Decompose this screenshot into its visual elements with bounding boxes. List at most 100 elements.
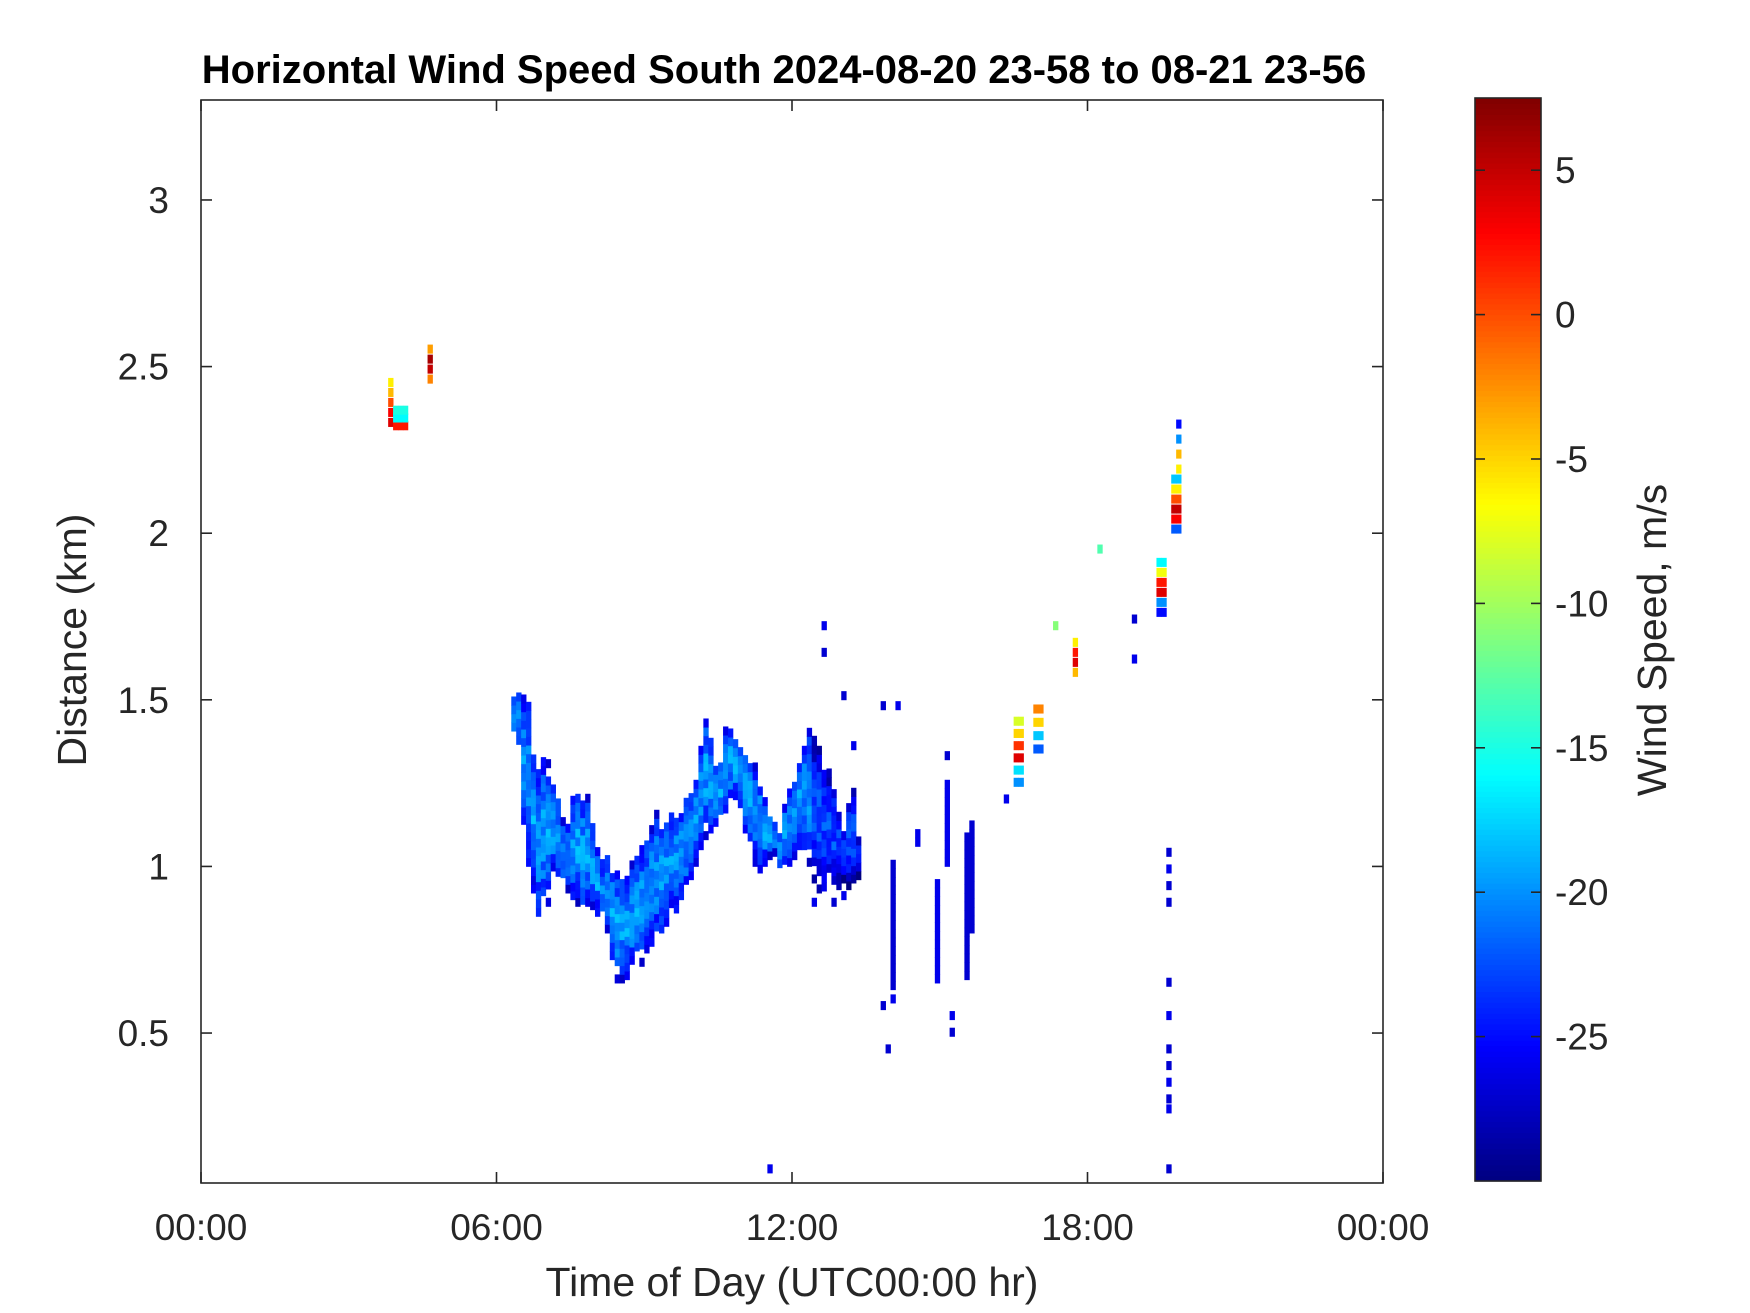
plot-area [201, 100, 1383, 1183]
heatmap-cell [654, 905, 660, 915]
colorbar-swatch [1475, 222, 1541, 229]
heatmap-cell [599, 902, 606, 912]
heatmap-cell [1156, 577, 1162, 587]
heatmap-cell [427, 374, 433, 384]
heatmap-cell [821, 778, 827, 788]
heatmap-cell [545, 811, 552, 821]
heatmap-cell [590, 901, 596, 911]
colorbar-swatch [1475, 325, 1541, 332]
colorbar-swatch [1475, 412, 1541, 419]
colorbar-swatch [1475, 487, 1541, 494]
heatmap-cell [521, 789, 527, 799]
heatmap-cell [575, 828, 581, 838]
heatmap-cell [890, 894, 896, 904]
heatmap-cell [723, 743, 729, 753]
heatmap-cell [846, 881, 852, 891]
heatmap-cell [792, 781, 798, 791]
heatmap-cell [590, 892, 596, 902]
heatmap-cell [668, 829, 675, 839]
heatmap-cell [545, 802, 552, 812]
heatmap-cell [580, 887, 586, 897]
heatmap-cell [826, 811, 832, 821]
heatmap-cell [787, 805, 793, 815]
colorbar-swatch [1475, 693, 1541, 700]
heatmap-cell [831, 789, 837, 799]
heatmap-cell [402, 405, 409, 415]
heatmap-cell [398, 405, 404, 415]
heatmap-cell [609, 890, 616, 900]
heatmap-cell [639, 888, 645, 898]
colorbar-swatch [1475, 650, 1541, 657]
heatmap-cell [698, 771, 704, 781]
heatmap-cell [841, 891, 847, 901]
heatmap-cell [609, 916, 616, 926]
heatmap-cell [639, 871, 645, 881]
heatmap-cell [683, 849, 689, 859]
heatmap-cell [718, 771, 724, 781]
heatmap-cell [742, 824, 749, 834]
heatmap-cell [678, 830, 685, 840]
heatmap-cell [629, 921, 635, 931]
colorbar-swatch [1475, 845, 1541, 852]
heatmap-cell [713, 809, 719, 819]
heatmap-cell [836, 846, 842, 856]
heatmap-cell [949, 1011, 955, 1021]
heatmap-cell [851, 857, 857, 867]
heatmap-cell [663, 909, 670, 919]
colorbar-swatch [1475, 531, 1541, 538]
heatmap-cell [634, 873, 640, 883]
heatmap-cell [388, 407, 394, 417]
heatmap-cell [530, 797, 537, 807]
heatmap-cell [526, 745, 532, 755]
colorbar-frame [1474, 97, 1542, 1182]
colorbar-swatch [1475, 1083, 1541, 1090]
heatmap-cell [1033, 717, 1039, 727]
heatmap-cell [634, 925, 640, 935]
heatmap-cell [575, 897, 581, 907]
heatmap-cell [742, 763, 749, 773]
heatmap-cell [599, 876, 606, 886]
colorbar-swatch [1475, 986, 1541, 993]
heatmap-cell [964, 893, 970, 903]
heatmap-cell [609, 881, 616, 891]
heatmap-cell [742, 815, 749, 825]
heatmap-cell [678, 882, 685, 892]
heatmap-cell [747, 789, 753, 799]
heatmap-cell [816, 763, 822, 773]
heatmap-cell [831, 823, 837, 833]
heatmap-cell [629, 955, 635, 965]
colorbar-swatch [1475, 173, 1541, 180]
heatmap-cell [826, 785, 832, 795]
heatmap-cell [688, 793, 694, 803]
heatmap-cell [624, 971, 630, 981]
colorbar-swatch [1475, 639, 1541, 646]
colorbar-swatch [1475, 1094, 1541, 1101]
heatmap-cell [634, 881, 640, 891]
heatmap-cell [604, 872, 611, 882]
heatmap-cell [811, 770, 818, 780]
heatmap-cell [624, 919, 630, 929]
heatmap-cell [526, 710, 532, 720]
heatmap-cell [634, 916, 640, 926]
heatmap-cell [545, 828, 552, 838]
heatmap-cell [550, 862, 556, 872]
heatmap-cell [1018, 753, 1024, 763]
heatmap-cell [644, 875, 650, 885]
x-axis-label: Time of Day (UTC00:00 hr) [546, 1259, 1039, 1305]
heatmap-cell [801, 823, 808, 833]
heatmap-cell [969, 898, 975, 908]
heatmap-cell [723, 761, 729, 771]
heatmap-cell [1156, 587, 1162, 597]
heatmap-cell [762, 805, 768, 815]
heatmap-cell [535, 881, 542, 891]
heatmap-cell [698, 763, 704, 773]
heatmap-cell [639, 905, 645, 915]
heatmap-cell [530, 780, 537, 790]
heatmap-cell [915, 837, 921, 847]
heatmap-cell [663, 865, 670, 875]
heatmap-cell [836, 855, 842, 865]
heatmap-cell [540, 869, 547, 879]
heatmap-cell [934, 913, 941, 923]
heatmap-cell [521, 763, 527, 773]
heatmap-cell [663, 822, 670, 832]
